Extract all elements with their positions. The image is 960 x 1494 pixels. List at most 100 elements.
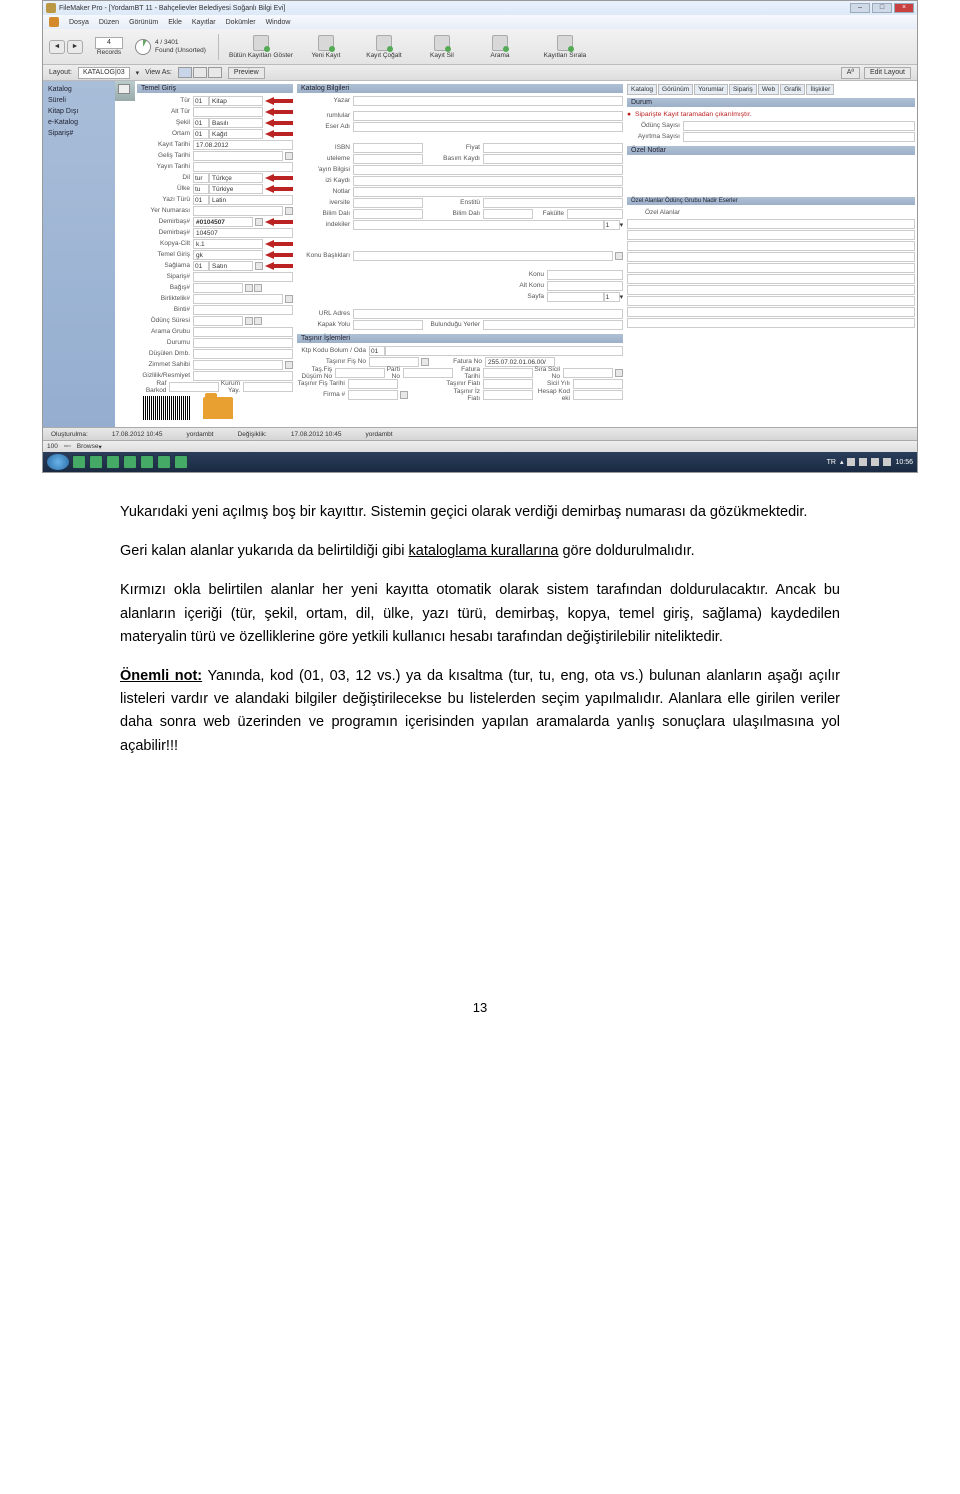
bagis-field[interactable] [193, 283, 243, 293]
fiyat-field[interactable] [483, 143, 623, 153]
home-icon[interactable] [118, 84, 130, 94]
menu-item[interactable]: Görünüm [129, 19, 158, 26]
saglama-field[interactable]: Satın [209, 261, 253, 271]
tur-code[interactable]: 01 [193, 96, 209, 106]
bilim-field[interactable] [353, 209, 423, 219]
minimize-button[interactable]: – [850, 3, 870, 13]
enstitu-field[interactable] [483, 198, 623, 208]
ozel-field[interactable] [627, 296, 915, 306]
menu-item[interactable]: Dokümler [226, 19, 256, 26]
bulundugu-field[interactable] [483, 320, 623, 330]
search-icon[interactable] [492, 35, 508, 51]
konubas-field[interactable] [353, 251, 613, 261]
tab[interactable]: Yorumlar [694, 84, 728, 95]
helper-icon[interactable] [615, 252, 623, 260]
view-form[interactable] [178, 67, 192, 78]
sicil-field[interactable] [573, 379, 623, 389]
dizi-field[interactable] [353, 176, 623, 186]
sidebar-item[interactable]: Sipariş# [45, 128, 113, 139]
eser-field[interactable] [353, 122, 623, 132]
helper-icon[interactable] [245, 317, 253, 325]
ozel-field[interactable] [627, 274, 915, 284]
task-icon[interactable] [140, 455, 154, 469]
show-all-icon[interactable] [253, 35, 269, 51]
prev-record-button[interactable]: ◄ [49, 40, 65, 54]
isbn-field[interactable] [353, 143, 423, 153]
start-button[interactable] [47, 454, 69, 470]
tab[interactable]: Grafik [780, 84, 805, 95]
kapak-field[interactable] [353, 320, 423, 330]
alttur-field[interactable] [193, 107, 263, 117]
next-record-button[interactable]: ► [67, 40, 83, 54]
url-field[interactable] [353, 309, 623, 319]
view-list[interactable] [193, 67, 207, 78]
tray-icon[interactable] [847, 458, 855, 466]
clock[interactable]: 10:56 [895, 459, 913, 466]
basim-field[interactable] [483, 154, 623, 164]
page-num[interactable]: 1 [604, 220, 620, 230]
record-number[interactable]: 4 [95, 37, 123, 49]
page-num[interactable]: 1 [604, 292, 620, 302]
sidebar-item[interactable]: Süreli [45, 95, 113, 106]
close-button[interactable]: × [894, 3, 914, 13]
task-icon[interactable] [106, 455, 120, 469]
bilimdali-field[interactable] [483, 209, 533, 219]
task-icon[interactable] [89, 455, 103, 469]
ozel-field[interactable] [627, 263, 915, 273]
yazi-code[interactable]: 01 [193, 195, 209, 205]
menu-item[interactable]: Dosya [69, 19, 89, 26]
helper-icon[interactable] [285, 295, 293, 303]
sira-field[interactable] [563, 368, 613, 378]
ktp-field[interactable]: 01 [369, 346, 385, 356]
zimmet-field[interactable] [193, 360, 283, 370]
altkonu-field[interactable] [547, 281, 623, 291]
ortam-field[interactable]: Kağıt [209, 129, 263, 139]
helper-icon[interactable] [285, 207, 293, 215]
fakulte-field[interactable] [567, 209, 623, 219]
text-size-button[interactable]: Aª [841, 67, 860, 79]
task-icon[interactable] [72, 455, 86, 469]
tray-icon[interactable] [883, 458, 891, 466]
ozel-field[interactable] [627, 230, 915, 240]
tab[interactable]: Web [758, 84, 779, 95]
ozel-field[interactable] [627, 307, 915, 317]
sort-icon[interactable] [557, 35, 573, 51]
konu-field[interactable] [547, 270, 623, 280]
menu-item[interactable]: Ekle [168, 19, 182, 26]
durumu-field[interactable] [193, 338, 293, 348]
duplicate-icon[interactable] [376, 35, 392, 51]
ozel-field[interactable] [627, 219, 915, 229]
demirbas2-field[interactable]: 104507 [193, 228, 293, 238]
ulke-field[interactable]: Türkiye [209, 184, 263, 194]
helper-icon[interactable] [254, 317, 262, 325]
ozel-field[interactable] [627, 318, 915, 328]
parti-field[interactable] [403, 368, 453, 378]
odunc-field[interactable] [193, 316, 243, 326]
helper-icon[interactable] [285, 152, 293, 160]
menu-item[interactable]: Düzen [99, 19, 119, 26]
tab[interactable]: İlişkiler [806, 84, 834, 95]
sidebar-item[interactable]: Katalog [45, 84, 113, 95]
izfiat-field[interactable] [483, 390, 533, 400]
folder-icon[interactable] [203, 397, 233, 419]
ortam-code[interactable]: 01 [193, 129, 209, 139]
ulke-code[interactable]: tu [193, 184, 209, 194]
saglama-code[interactable]: 01 [193, 261, 209, 271]
view-table[interactable] [208, 67, 222, 78]
tab[interactable]: Görünüm [658, 84, 693, 95]
temelg-field[interactable]: gk [193, 250, 263, 260]
sidebar-item[interactable]: Kitap Dışı [45, 106, 113, 117]
mode-select[interactable]: Browse [77, 443, 99, 450]
tab[interactable]: Katalog [627, 84, 657, 95]
task-icon[interactable] [174, 455, 188, 469]
ozel-field[interactable] [627, 252, 915, 262]
gizlilik-field[interactable] [193, 371, 293, 381]
arama-field[interactable] [193, 327, 293, 337]
tab[interactable]: Sipariş [729, 84, 757, 95]
helper-icon[interactable] [400, 391, 408, 399]
preview-button[interactable]: Preview [228, 67, 265, 79]
sidebar-item[interactable]: e-Katalog [45, 117, 113, 128]
helper-icon[interactable] [245, 284, 253, 292]
dusulen-field[interactable] [193, 349, 293, 359]
delete-icon[interactable] [434, 35, 450, 51]
